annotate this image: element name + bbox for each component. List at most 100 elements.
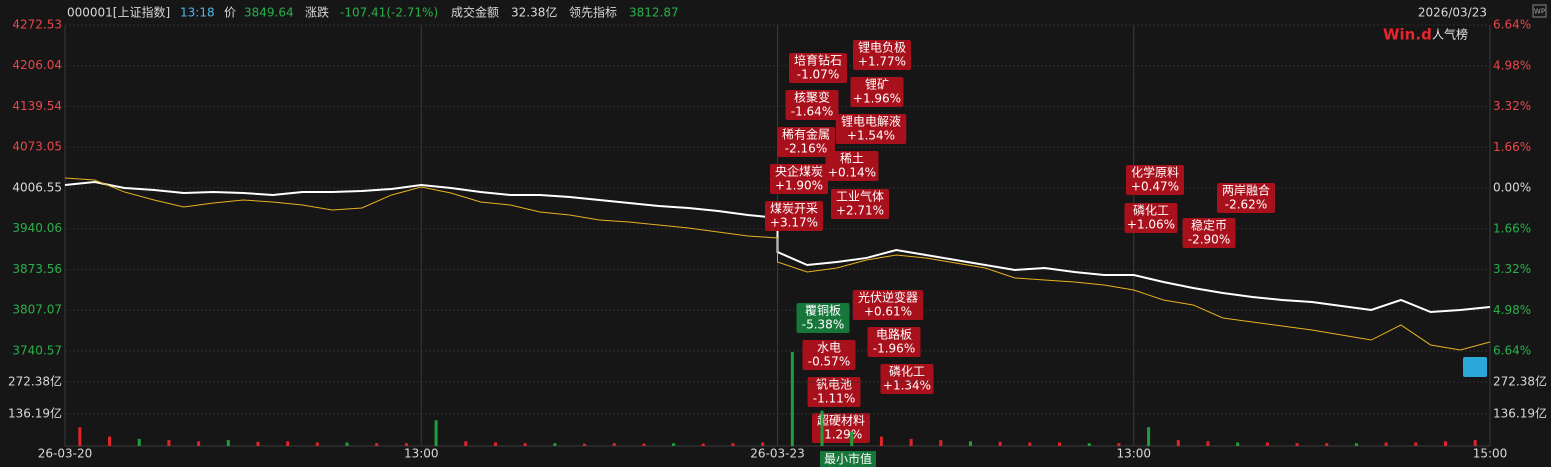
sector-name: 电路板 — [876, 327, 912, 342]
badge[interactable]: WP — [1534, 8, 1545, 16]
sector-change: +3.17% — [770, 216, 818, 230]
volume-bar — [493, 442, 497, 446]
sector-tag — [785, 90, 839, 120]
sector-tag — [777, 127, 835, 157]
volume-bar — [286, 441, 290, 446]
volume-bar — [731, 443, 735, 446]
y2-tick-label: 3.32% — [1493, 262, 1531, 276]
sector-tag — [770, 164, 828, 194]
sector-change: -5.38% — [802, 318, 844, 332]
badge-box[interactable] — [1532, 4, 1547, 18]
x-tick-label: 13:00 — [404, 447, 439, 461]
amount: 32.38亿 — [511, 5, 557, 20]
volume-bar — [1206, 441, 1210, 446]
sector-name: 钒电池 — [816, 377, 852, 392]
volume-bar — [998, 441, 1002, 446]
volume-bar — [820, 410, 824, 446]
volume-bar — [701, 443, 705, 446]
sector-name: 锂电负极 — [858, 40, 906, 55]
volume-tick-label: 272.38亿 — [1493, 373, 1547, 388]
volume-bar — [167, 440, 171, 446]
volume-bar — [850, 431, 854, 446]
y2-tick-label: 0.00% — [1493, 181, 1531, 195]
volume-tick-label: 272.38亿 — [8, 373, 62, 388]
y2-tick-label: 6.64% — [1493, 344, 1531, 358]
y-tick-label: 4139.54 — [12, 99, 62, 113]
volume-bar — [672, 443, 676, 446]
volume-bar — [612, 443, 616, 446]
volume-bar — [315, 442, 319, 446]
volume-bar — [434, 420, 438, 446]
sector-change: +2.71% — [836, 204, 884, 218]
sector-change: +1.54% — [847, 129, 895, 143]
volume-bar — [879, 436, 883, 446]
volume-bar — [583, 443, 587, 446]
volume-bar — [790, 352, 794, 446]
sector-tag — [831, 189, 889, 219]
index-code: 000001[上证指数] — [67, 5, 170, 20]
sector-change: -1.11% — [813, 392, 855, 406]
sector-change: -1.29% — [820, 428, 862, 442]
volume-bar — [1325, 443, 1329, 446]
sector-name: 工业气体 — [836, 189, 884, 204]
sector-name: 磷化工 — [889, 364, 925, 379]
sector-change: +0.14% — [828, 166, 876, 180]
price-label: 价 — [224, 6, 236, 20]
volume-bar — [553, 443, 557, 446]
amount-label: 成交金额 — [451, 5, 499, 20]
sector-name: 磷化工 — [1133, 203, 1169, 218]
volume-bar — [1147, 427, 1151, 446]
volume-bar — [345, 442, 349, 446]
sector-tag — [880, 364, 934, 394]
sector-tag — [867, 327, 921, 357]
volume-bar — [1117, 443, 1121, 446]
volume-bar — [78, 427, 82, 446]
y-tick-label: 3807.07 — [12, 303, 62, 317]
volume-bar — [226, 440, 230, 446]
logo-brand[interactable]: Win.d — [1383, 26, 1432, 44]
sector-name: 覆铜板 — [805, 303, 841, 318]
price-line — [64, 177, 1491, 351]
volume-bar — [404, 443, 408, 446]
volume-bar — [1087, 443, 1091, 446]
lead-label: 领先指标 — [569, 5, 617, 20]
sector-tag — [789, 53, 847, 83]
sector-name: 稀土 — [840, 152, 864, 166]
volume-bar — [1236, 442, 1240, 446]
sector-change: +1.06% — [1127, 218, 1175, 232]
volume-bar — [1295, 443, 1299, 446]
sector-tag — [853, 40, 911, 70]
time: 13:18 — [180, 6, 215, 20]
x-tick-label: 26-03-20 — [38, 447, 92, 461]
sector-tag — [850, 77, 904, 107]
footer-tag-text: 最小市值 — [824, 451, 872, 466]
volume-bar — [642, 443, 646, 446]
sector-name: 稳定币 — [1191, 218, 1227, 233]
sector-tag — [1182, 218, 1236, 248]
scroll-icon[interactable] — [1463, 357, 1487, 377]
y-tick-label: 4206.04 — [12, 58, 62, 72]
sector-name: 超硬材料 — [817, 413, 865, 428]
sector-name: 化学原料 — [1131, 165, 1179, 180]
sector-tag — [825, 151, 879, 181]
volume-bar — [1176, 440, 1180, 446]
volume-bar — [761, 442, 765, 446]
sector-name: 两岸融合 — [1222, 183, 1270, 198]
sector-name: 核聚变 — [794, 90, 830, 105]
sector-change: +0.61% — [864, 305, 912, 319]
logo-tag[interactable]: 人气榜 — [1432, 27, 1468, 42]
volume-bar — [1384, 442, 1388, 446]
volume-bar — [909, 438, 913, 446]
sector-change: +1.90% — [775, 179, 823, 193]
sector-name: 锂电电解液 — [841, 114, 901, 129]
lead: 3812.87 — [629, 6, 679, 20]
sector-change: +1.34% — [883, 379, 931, 393]
volume-bar — [968, 441, 972, 446]
volume-tick-label: 136.19亿 — [8, 405, 62, 420]
volume-bar — [1058, 442, 1062, 446]
sector-change: -1.07% — [797, 68, 839, 82]
y-tick-label: 3740.57 — [12, 344, 62, 358]
volume-bar — [137, 438, 141, 446]
